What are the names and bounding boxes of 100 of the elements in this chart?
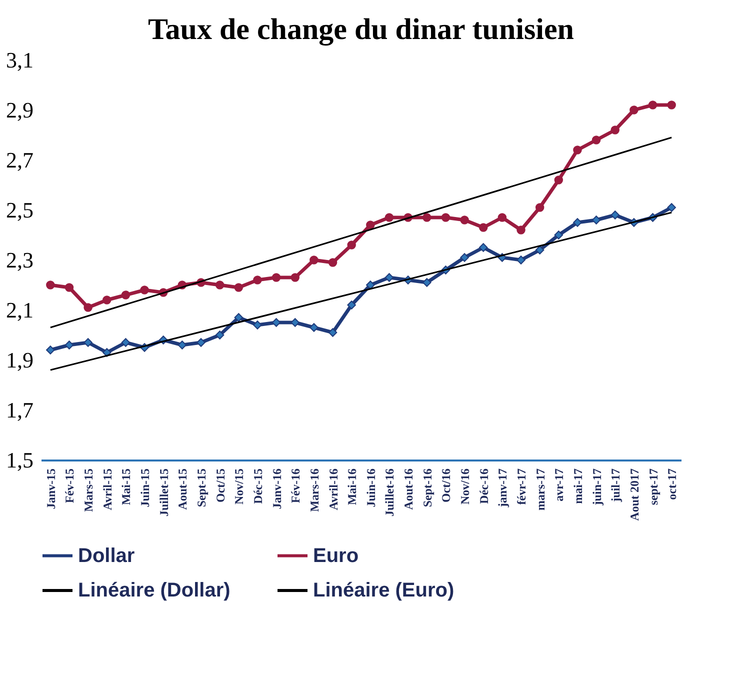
point	[535, 246, 544, 254]
x-tick-label: Janv-15	[44, 468, 58, 510]
x-tick-label: Mai-15	[119, 468, 134, 506]
legend-label: Dollar	[78, 544, 135, 567]
point	[46, 346, 55, 354]
legend-label: Linéaire (Euro)	[313, 580, 454, 602]
y-tick-label: 2,5	[6, 198, 34, 222]
x-tick-label: juil-17	[608, 468, 623, 503]
y-tick-label: 1,9	[6, 348, 34, 372]
chart-title: Taux de change du dinar tunisien	[148, 13, 574, 46]
point	[347, 300, 356, 310]
point	[215, 280, 224, 290]
point	[215, 330, 224, 340]
point	[384, 273, 394, 282]
point	[648, 100, 658, 110]
point	[272, 273, 281, 282]
point	[592, 136, 601, 144]
x-tick-label: Aout-16	[402, 468, 416, 510]
point	[64, 340, 74, 350]
point	[592, 216, 601, 224]
point	[328, 258, 338, 267]
x-tick-label: mai-17	[570, 468, 585, 504]
x-tick-label: Avril-15	[100, 468, 114, 510]
legend-label: Linéaire (Dollar)	[78, 580, 230, 602]
point	[630, 106, 638, 114]
y-tick-label: 1,7	[6, 398, 34, 422]
x-tick-label: Juin-15	[138, 468, 152, 508]
x-tick-label: Nov/15	[232, 468, 246, 504]
y-tick-label: 2,9	[6, 98, 34, 122]
x-tick-label: févr-17	[514, 468, 528, 505]
x-tick-label: mars-17	[533, 468, 548, 510]
x-tick-label: Fév-15	[62, 468, 77, 504]
x-tick-label: Aout-15	[176, 468, 190, 510]
x-tick-label: Sept-16	[420, 468, 434, 508]
point	[610, 126, 620, 134]
y-tick-label: 2,1	[6, 298, 34, 322]
point	[441, 213, 450, 222]
point	[234, 313, 244, 322]
x-tick-label: Déc-15	[250, 468, 265, 504]
x-tick-label: Oct/15	[213, 468, 228, 502]
point	[121, 290, 130, 300]
x-tick-label: Mai-16	[345, 468, 360, 506]
point	[253, 320, 262, 330]
x-tick-label: oct-17	[665, 468, 680, 500]
point	[478, 223, 488, 232]
point	[460, 216, 469, 224]
x-tick-label: Juillet-16	[382, 468, 397, 516]
point	[422, 213, 432, 222]
point	[328, 328, 338, 337]
point	[366, 280, 375, 290]
x-tick-label: Fév-16	[288, 468, 303, 504]
y-tick-label: 2,3	[6, 248, 34, 272]
point	[366, 220, 375, 230]
x-tick-label: Mars-15	[82, 468, 96, 512]
x-tick-label: Juillet-15	[156, 468, 171, 516]
y-tick-label: 2,7	[6, 148, 34, 172]
point	[573, 146, 582, 154]
x-tick-label: Oct/16	[439, 468, 454, 502]
x-tick-label: Nov/16	[458, 468, 472, 504]
point	[478, 243, 488, 252]
point	[290, 273, 300, 282]
point	[516, 256, 526, 264]
point	[610, 210, 620, 220]
x-tick-label: Aout 2017	[627, 468, 642, 521]
point	[196, 338, 206, 347]
point	[498, 213, 507, 222]
x-tick-label: Juin-16	[364, 468, 378, 508]
point	[253, 276, 262, 284]
point	[573, 218, 582, 227]
point	[140, 286, 149, 294]
x-tick-label: Mars-16	[307, 468, 322, 512]
point	[460, 253, 469, 262]
point	[347, 240, 356, 250]
point	[535, 203, 544, 212]
point	[121, 338, 130, 347]
x-tick-label: juin-17	[590, 468, 604, 506]
x-tick-label: janv-17	[496, 468, 510, 508]
point	[64, 283, 74, 292]
legend-label: Euro	[313, 544, 359, 567]
point	[516, 226, 526, 234]
point	[554, 230, 564, 240]
x-tick-label: Janv-16	[270, 468, 284, 510]
point	[554, 176, 564, 184]
point	[384, 213, 394, 222]
y-tick-label: 3,1	[6, 48, 34, 72]
x-tick-label: Déc-16	[476, 468, 491, 504]
point	[667, 203, 676, 212]
x-tick-label: Sept-15	[194, 468, 208, 508]
point	[46, 280, 55, 290]
point	[84, 338, 92, 347]
point	[84, 303, 92, 312]
point	[310, 323, 318, 332]
x-tick-label: sept-17	[646, 468, 660, 506]
point	[234, 283, 244, 292]
point	[310, 256, 318, 264]
y-tick-label: 1,5	[6, 448, 34, 472]
x-tick-label: avr-17	[552, 468, 566, 502]
point	[667, 100, 676, 110]
point	[422, 278, 432, 287]
point	[178, 340, 187, 350]
